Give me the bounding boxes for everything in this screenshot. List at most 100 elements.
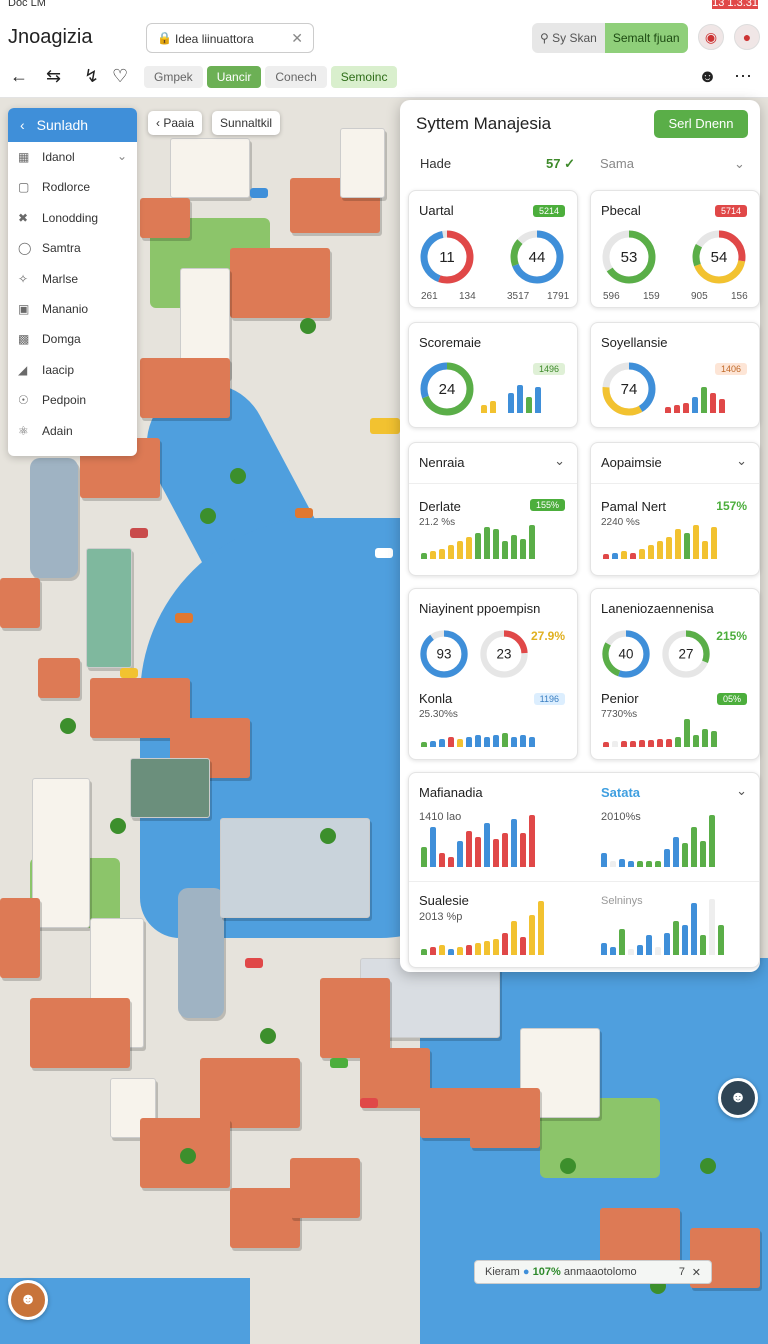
app-bar: Jnoagizia 🔒 Idea liinuattora ✕ ⚲ Sy Skan…	[0, 14, 768, 98]
chevron-down-icon[interactable]: ⌄	[736, 783, 747, 798]
person-icon[interactable]: ☻	[698, 66, 717, 86]
sidebar-item-iaacip[interactable]: ◢ Iaacip	[18, 362, 75, 377]
donut-chart: 53	[602, 230, 656, 284]
donut-value: 24	[439, 381, 456, 398]
card-nenraia[interactable]: Nenraia ⌄ Derlate 155% 21.2 %s	[408, 442, 578, 576]
card-scoremaie[interactable]: Scoremaie 1496 24	[408, 322, 578, 428]
cross-icon: ✖	[18, 210, 29, 225]
back-chip[interactable]: ‹ Paaia	[148, 111, 203, 135]
filter2-dropdown[interactable]: Sama	[600, 156, 634, 171]
chart-icon: ◢	[18, 362, 28, 377]
chevron-left-icon: ‹	[156, 116, 160, 130]
profile-avatar-button[interactable]: ☻	[8, 1280, 48, 1320]
donut-chart: 93	[420, 630, 468, 678]
house	[38, 658, 80, 698]
sidebar-item-lonodding[interactable]: ✖ Lonodding	[18, 210, 99, 225]
send-button[interactable]: Serl Dnenn	[654, 110, 748, 138]
card-laneniozaen[interactable]: Laneniozaennenisa 40 27 215% Penior 05% …	[590, 588, 760, 760]
card-mafianadia[interactable]: Mafianadia 1410 lao Satata ⌄ 2010%s Sual…	[408, 772, 760, 968]
flash-icon[interactable]: ↯	[84, 66, 100, 86]
power-icon: ☉	[18, 393, 29, 408]
tree	[110, 818, 126, 834]
tab-conech[interactable]: Conech	[265, 66, 327, 88]
bar-chart	[421, 813, 535, 867]
status-bar: Doc LM 13 1.3.31	[0, 0, 768, 14]
close-icon[interactable]: ✕	[691, 1267, 701, 1279]
bar-chart	[421, 525, 535, 559]
circle-icon: ◯	[18, 241, 32, 256]
sidebar-item-domga[interactable]: ▩ Domga	[18, 332, 81, 347]
location-chip[interactable]: Sunnaltkil	[212, 111, 281, 135]
header-segment: ⚲ Sy Skan Semalt fjuan	[532, 23, 688, 53]
boat	[175, 613, 193, 623]
url-field[interactable]: 🔒 Idea liinuattora ✕	[146, 23, 314, 53]
back-arrow-icon[interactable]: ←	[10, 66, 28, 86]
sidebar-item-idanol[interactable]: ▦ Idanol ⌄	[18, 149, 127, 164]
sidebar-item-pedpoin[interactable]: ☉ Pedpoin	[18, 393, 87, 408]
user-avatar[interactable]: ●	[734, 24, 760, 50]
sidebar-item-samtra[interactable]: ◯ Samtra	[18, 241, 81, 256]
more-icon[interactable]: ⋯	[734, 66, 752, 86]
donut-chart: 11	[420, 230, 474, 284]
building	[340, 128, 385, 198]
donut-chart: 44	[510, 230, 564, 284]
donut-chart: 23	[480, 630, 528, 678]
house	[230, 248, 330, 318]
chevron-down-icon[interactable]: ⌄	[554, 453, 565, 468]
tree	[560, 1158, 576, 1174]
house	[0, 578, 40, 628]
card-soyellansie[interactable]: Soyellansie 1406 74	[590, 322, 760, 428]
sidebar-item-rodlorce[interactable]: ▢ Rodlorce	[18, 180, 91, 195]
status-left: Doc LM	[8, 0, 46, 9]
sidebar-item-mananio[interactable]: ▣ Mananio	[18, 301, 89, 316]
check-icon: ✓	[564, 156, 575, 171]
tab-uancir[interactable]: Uancir	[206, 66, 262, 88]
card-uartal[interactable]: Uartal 5214 11 44 261 134 3517 1791	[408, 190, 578, 308]
bar-chart	[421, 733, 535, 747]
system-panel: Syttem Manajesia Serl Dnenn Hade 57 ✓ Sa…	[400, 100, 760, 972]
url-text: Idea liinuattora	[175, 32, 254, 46]
assistant-avatar-button[interactable]: ☻	[718, 1078, 758, 1118]
card-pbecal[interactable]: Pbecal 5714 53 54 596 159 905 156	[590, 190, 760, 308]
swap-icon[interactable]: ⇆	[46, 66, 62, 86]
house	[200, 1058, 300, 1128]
grid-icon: ▦	[18, 150, 30, 164]
app-title: Jnoagizia	[8, 26, 93, 48]
car	[120, 668, 138, 678]
alert-avatar[interactable]: ◉	[698, 24, 724, 50]
heart-icon[interactable]: ♡	[112, 66, 129, 86]
bar-chart	[421, 901, 544, 955]
filter-label: Hade	[420, 156, 452, 171]
car	[250, 188, 268, 198]
card-aopaimsie[interactable]: Aopaimsie ⌄ Pamal Nert 157% 2240 %s	[590, 442, 760, 576]
bar-chart	[601, 899, 724, 955]
sidebar-item-marlse[interactable]: ✧ Marlse	[18, 271, 79, 286]
boat	[375, 548, 393, 558]
clear-icon[interactable]: ✕	[291, 30, 303, 46]
donut-value: 11	[439, 249, 455, 266]
boat	[295, 508, 313, 518]
chevron-down-icon[interactable]: ⌄	[736, 453, 747, 468]
house	[230, 1188, 300, 1248]
house	[140, 198, 190, 238]
tab-gmpek[interactable]: Gmpek	[144, 66, 203, 88]
donut-value: 53	[621, 249, 638, 266]
sidebar-item-adain[interactable]: ⚛ Adain	[18, 423, 73, 438]
house	[140, 358, 230, 418]
atom-icon: ⚛	[18, 423, 29, 438]
warehouse	[130, 758, 210, 818]
glass-tower	[178, 888, 224, 1018]
tab-semoinc[interactable]: Semoinc	[330, 66, 398, 88]
sidebar-title: Sunladh	[36, 117, 89, 133]
chevron-down-icon: ⌄	[116, 149, 127, 163]
sidebar-header[interactable]: ‹ Sunladh	[8, 108, 137, 142]
filter-value[interactable]: 57 ✓	[546, 156, 575, 171]
scan-button[interactable]: ⚲ Sy Skan	[532, 23, 605, 53]
back-chevron-icon[interactable]: ‹	[20, 117, 25, 133]
card-niayinent[interactable]: Niayinent ppoempisn 93 23 27.9% Konla 11…	[408, 588, 578, 760]
donut-value: 54	[711, 249, 728, 266]
tree	[320, 828, 336, 844]
building	[170, 138, 250, 198]
chevron-down-icon[interactable]: ⌄	[734, 156, 745, 171]
semalt-button[interactable]: Semalt fjuan	[604, 23, 688, 53]
